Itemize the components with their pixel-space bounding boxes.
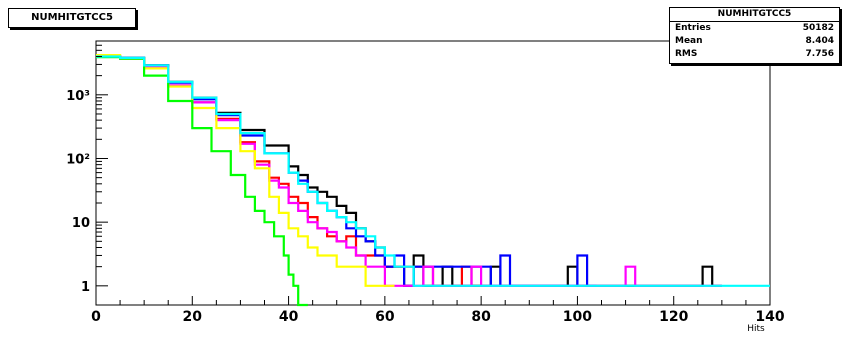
stats-row-mean: Mean 8.404 — [670, 35, 839, 48]
stats-row-rms: RMS 7.756 — [670, 48, 839, 61]
y-tick-label: 1 — [81, 280, 90, 295]
x-tick-label: 0 — [91, 309, 101, 325]
stats-row-entries: Entries 50182 — [670, 22, 839, 35]
x-axis-label: Hits — [747, 324, 765, 334]
series-line-6 — [96, 56, 308, 307]
stats-box: NUMHITGTCC5 Entries 50182 Mean 8.404 RMS… — [669, 7, 840, 64]
stats-label: RMS — [675, 49, 698, 59]
stats-label: Mean — [675, 36, 703, 46]
stats-value: 50182 — [802, 23, 834, 33]
y-tick-label: 10 — [72, 216, 90, 231]
stats-value: 8.404 — [805, 36, 834, 46]
x-tick-label: 100 — [563, 309, 592, 325]
x-tick-label: 20 — [183, 309, 203, 325]
y-tick-label: 10² — [66, 152, 90, 167]
chart-title: NUMHITGTCC5 — [8, 8, 136, 28]
x-tick-label: 120 — [659, 309, 688, 325]
stats-title: NUMHITGTCC5 — [670, 8, 839, 22]
x-tick-label: 60 — [375, 309, 395, 325]
x-tick-label: 140 — [755, 309, 784, 325]
series-layer — [96, 54, 770, 307]
y-tick-label: 10³ — [66, 89, 90, 104]
stats-label: Entries — [675, 23, 711, 33]
plot-background — [95, 40, 771, 306]
axis-layer: 0 20 40 60 80 100 120 140 1 10 10² 10³ — [66, 40, 785, 325]
series-line-7 — [96, 55, 770, 287]
x-tick-label: 80 — [471, 309, 491, 325]
x-tick-label: 40 — [279, 309, 299, 325]
stats-value: 7.756 — [805, 49, 834, 59]
